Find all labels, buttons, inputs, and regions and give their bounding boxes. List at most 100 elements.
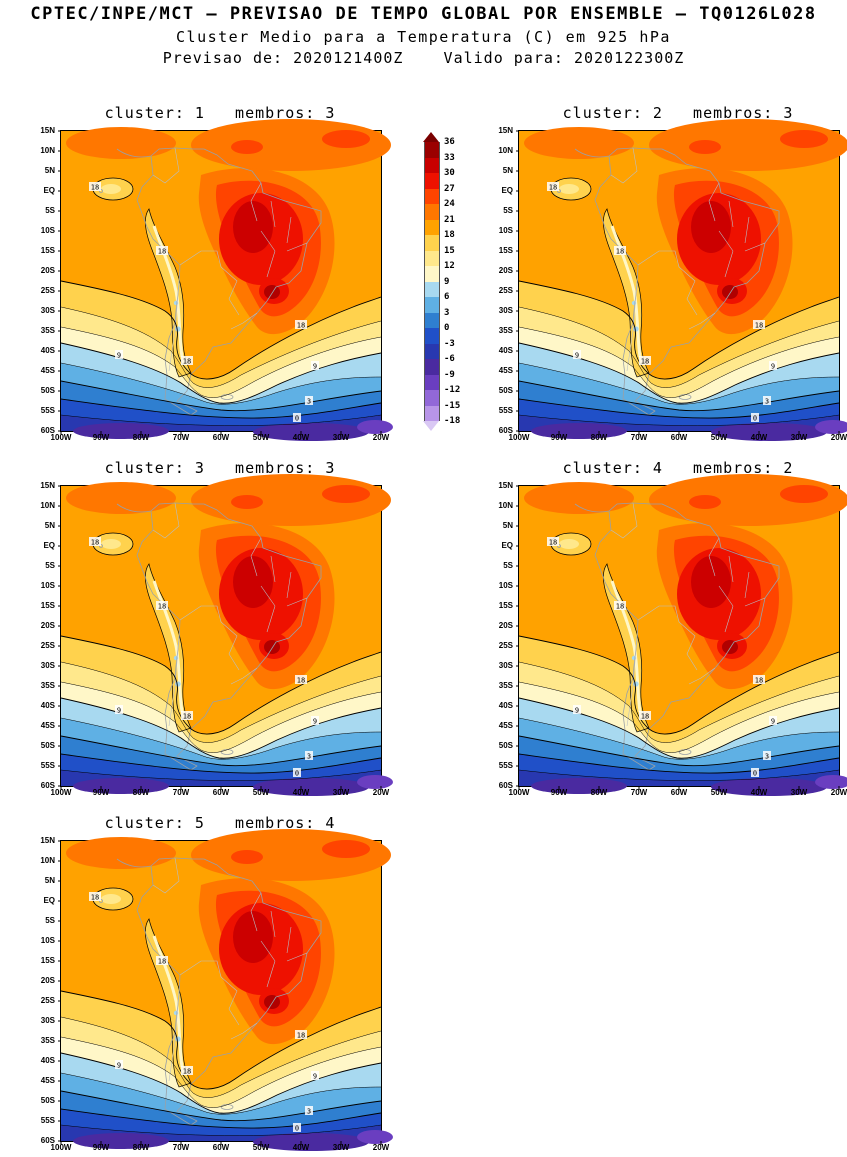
lat-tick-label: 55S [40,1116,55,1125]
lat-tick-label: 5S [45,561,55,570]
lat-tick-label: 30S [40,661,55,670]
lat-tick-label: 25S [498,641,513,650]
lat-tick-label: EQ [43,541,55,550]
map-frame [56,117,395,443]
colorbar-value-label: 33 [444,152,455,163]
lon-tick-label: 70W [630,788,648,797]
lat-tick-label: 50S [498,386,513,395]
lon-tick-label: 60W [212,788,230,797]
map-frame [514,117,847,443]
colorbar-value-label: 9 [444,276,450,287]
lon-tick-label: 100W [50,788,72,797]
colorbar-segment [425,359,439,375]
colorbar-labels: 36 33 30 27 24 21 18 15 12 9 6 3 0 -3 -6 -9 -12 -15 -18 [444,132,480,432]
lat-axis: 15N 10N 5N EQ 5S 10S 15S 20S 25S 30S 35S 40S 45S 50S 5… [487,482,515,790]
colorbar-segment [425,266,439,282]
lat-tick-label: 15N [40,126,55,135]
lat-tick-label: 10N [40,856,55,865]
lat-tick-label: 25S [498,286,513,295]
lon-tick-label: 60W [212,1143,230,1152]
panel-title: cluster: 1 membros: 3 [104,104,336,122]
lon-tick-label: 80W [590,433,608,442]
lat-axis: 15N 10N 5N EQ 5S 10S 15S 20S 25S 30S 35S 40S 45S 50S 5… [29,482,57,790]
lat-tick-label: 15N [498,126,513,135]
colorbar-segment [425,157,439,173]
lat-tick-label: 50S [40,386,55,395]
lat-tick-label: 5N [502,166,513,175]
lat-tick-label: 10S [40,581,55,590]
temperature-map [56,827,395,1153]
colorbar-value-label: 6 [444,292,450,302]
temperature-map [56,472,395,798]
lat-tick-label: 55S [498,406,513,415]
lat-tick-label: 20S [40,976,55,985]
lat-tick-label: 10S [498,226,513,235]
lon-tick-label: 40W [750,433,768,442]
temperature-map [56,117,395,443]
lon-tick-label: 90W [92,788,110,797]
lat-tick-label: 10S [40,936,55,945]
lat-tick-label: 15N [40,836,55,845]
lat-tick-label: 45S [40,1076,55,1085]
lon-tick-label: 60W [670,788,688,797]
lat-tick-label: 10N [40,501,55,510]
cluster-panel-1: cluster: 1 membros: 3 15N 10N 5N EQ 5S 10S 15S… [28,104,395,443]
lat-tick-label: 40S [40,346,55,355]
map-frame [514,472,847,798]
lon-tick-label: 30W [790,788,808,797]
map-wrap: 15N 10N 5N EQ 5S 10S 15S 20S 25S 30S 35S 40S 45S 50S 5… [40,117,395,443]
lat-tick-label: 25S [40,286,55,295]
colorbar-value-label: 36 [444,137,455,147]
lon-tick-label: 30W [332,788,350,797]
colorbar-value-label: -3 [444,338,455,349]
map-wrap: 15N 10N 5N EQ 5S 10S 15S 20S 25S 30S 35S 40S 45S 50S 5… [40,472,395,798]
panel-title: cluster: 4 membros: 2 [562,459,794,477]
lat-tick-label: 5N [44,876,55,885]
lat-tick-label: 5S [45,916,55,925]
lon-tick-label: 50W [710,788,728,797]
lat-tick-label: EQ [43,186,55,195]
lon-tick-label: 90W [92,433,110,442]
lat-tick-label: 15S [40,956,55,965]
colorbar-segment [425,281,439,297]
map-wrap: 15N 10N 5N EQ 5S 10S 15S 20S 25S 30S 35S 40S 45S 50S 5… [40,827,395,1153]
lon-tick-label: 70W [172,1143,190,1152]
lat-tick-label: 50S [40,1096,55,1105]
map-wrap: 15N 10N 5N EQ 5S 10S 15S 20S 25S 30S 35S 40S 45S 50S 5… [498,472,847,798]
lat-tick-label: 5N [44,166,55,175]
lat-tick-label: EQ [501,186,513,195]
lat-tick-label: 40S [498,346,513,355]
lat-tick-label: 15N [40,481,55,490]
lat-tick-label: 10N [498,146,513,155]
lat-tick-label: 60S [40,781,55,790]
lat-tick-label: EQ [43,896,55,905]
lon-tick-label: 70W [172,788,190,797]
lat-tick-label: 20S [40,621,55,630]
lat-tick-label: 5S [45,206,55,215]
lat-axis: 15N 10N 5N EQ 5S 10S 15S 20S 25S 30S 35S 40S 45S 50S 5… [487,127,515,435]
lon-tick-label: 70W [172,433,190,442]
lat-tick-label: 20S [498,621,513,630]
lon-tick-label: 20W [372,788,390,797]
lon-tick-label: 20W [830,788,847,797]
lon-tick-label: 50W [252,433,270,442]
lon-tick-label: 20W [830,433,847,442]
colorbar: 36 33 30 27 24 21 18 15 12 9 6 3 0 -3 -6 -9 -12 -15 -18 [423,132,484,432]
map-wrap: 15N 10N 5N EQ 5S 10S 15S 20S 25S 30S 35S 40S 45S 50S 5… [498,117,847,443]
lat-tick-label: 20S [498,266,513,275]
lat-tick-label: 35S [40,1036,55,1045]
lon-axis: 100W 90W 80W 70W 60W 50W 40W 30W 20W [51,433,390,445]
lat-tick-label: 10N [40,146,55,155]
cluster-panel-4: cluster: 4 membros: 2 15N 10N 5N EQ 5S 10S 15S… [486,459,847,798]
colorbar-segments [424,142,440,421]
cluster-panel-3: cluster: 3 membros: 3 15N 10N 5N EQ 5S 10S 15S… [28,459,395,798]
lat-tick-label: 45S [498,366,513,375]
lat-tick-label: 30S [40,306,55,315]
lat-tick-label: 45S [40,366,55,375]
lon-tick-label: 20W [372,433,390,442]
lat-axis: 15N 10N 5N EQ 5S 10S 15S 20S 25S 30S 35S 40S 45S 50S 5… [29,127,57,435]
lat-tick-label: 60S [40,426,55,435]
temperature-map [514,117,847,443]
lat-tick-label: 15S [40,601,55,610]
lat-tick-label: 55S [498,761,513,770]
